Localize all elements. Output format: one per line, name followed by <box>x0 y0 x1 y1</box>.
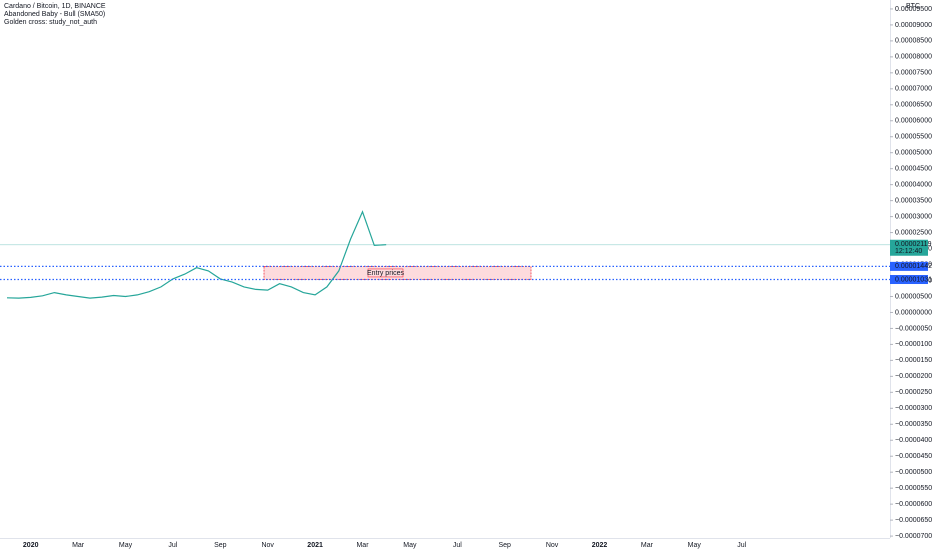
x-tick-label: Mar <box>356 542 369 549</box>
y-tick-label: 0.00004500 <box>895 166 932 173</box>
x-tick-label: Jul <box>453 542 462 549</box>
x-tick-label: Mar <box>72 542 85 549</box>
y-tick-label: 0.00006000 <box>895 118 932 125</box>
y-tick-label: −0.00004000 <box>895 437 932 444</box>
y-tick-label: 0.00008500 <box>895 38 932 45</box>
y-tick-label: −0.00006500 <box>895 517 932 524</box>
entry-zone <box>263 265 532 280</box>
x-tick-label: 2021 <box>307 542 323 549</box>
y-tick-label: 0.00004000 <box>895 182 932 189</box>
x-tick-label: Jul <box>168 542 177 549</box>
axis-unit: BTC <box>906 3 920 10</box>
x-tick-label: Nov <box>546 542 559 549</box>
y-tick-label: −0.00005500 <box>895 485 932 492</box>
price-level-label: 0.00001442 <box>895 263 932 270</box>
y-tick-label: 0.00000500 <box>895 293 932 300</box>
y-tick-label: −0.00005000 <box>895 469 932 476</box>
y-tick-label: −0.00003500 <box>895 421 932 428</box>
legend-study: Golden cross: study_not_auth <box>4 19 97 26</box>
y-tick-label: −0.00001500 <box>895 357 932 364</box>
x-tick-label: Mar <box>641 542 654 549</box>
y-tick-label: −0.00000500 <box>895 325 932 332</box>
y-tick-label: −0.00004500 <box>895 453 932 460</box>
x-tick-label: Jul <box>737 542 746 549</box>
y-tick-label: 0.00003000 <box>895 213 932 220</box>
x-tick-label: May <box>403 542 417 549</box>
y-tick-label: 0.00000000 <box>895 309 932 316</box>
x-tick-label: Nov <box>261 542 274 549</box>
y-tick-label: 0.00007000 <box>895 86 932 93</box>
annotation: Entry prices <box>367 270 404 277</box>
y-tick-label: −0.00006000 <box>895 501 932 508</box>
y-tick-label: 0.00007500 <box>895 70 932 77</box>
y-tick-label: 0.00009000 <box>895 22 932 29</box>
price-level-label: 0.00001031 <box>895 276 932 283</box>
price-level-tag <box>890 275 928 285</box>
legend-study: Abandoned Baby - Bull (SMA50) <box>4 11 105 18</box>
y-tick-label: 0.00009500 <box>895 6 932 13</box>
current-price-tag <box>890 239 928 256</box>
y-tick-label: 0.00005500 <box>895 134 932 141</box>
x-tick-label: 2022 <box>592 542 608 549</box>
y-tick-label: 0.00003500 <box>895 197 932 204</box>
price-line <box>6 210 387 299</box>
x-tick-label: Sep <box>498 542 511 549</box>
x-tick-label: Sep <box>214 542 227 549</box>
annotation-box <box>367 268 404 278</box>
x-tick-label: May <box>688 542 702 549</box>
legend-symbol: Cardano / Bitcoin, 1D, BINANCE <box>4 3 106 10</box>
y-tick-label: 0.00002500 <box>895 229 932 236</box>
price-level-tag <box>890 261 928 271</box>
y-tick-label: 0.00008000 <box>895 54 932 61</box>
y-tick-label: −0.00002500 <box>895 389 932 396</box>
x-tick-label: 2020 <box>23 542 39 549</box>
y-tick-label: −0.00007000 <box>895 533 932 540</box>
y-tick-label: −0.00001000 <box>895 341 932 348</box>
countdown-label: 12:12:40 <box>895 248 922 255</box>
current-price-label: 0.00002119 <box>895 241 932 248</box>
y-tick-label: 0.00006500 <box>895 102 932 109</box>
y-tick-label: 0.00005000 <box>895 150 932 157</box>
y-tick-label: −0.00003000 <box>895 405 932 412</box>
x-tick-label: May <box>119 542 133 549</box>
y-tick-label: −0.00002000 <box>895 373 932 380</box>
